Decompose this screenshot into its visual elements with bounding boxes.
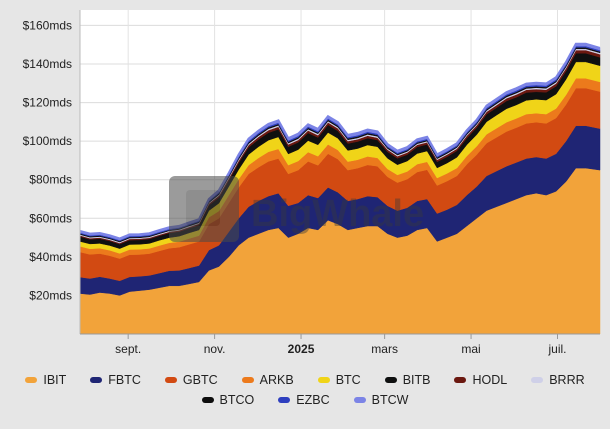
legend-item-btcw[interactable]: BTCW	[353, 392, 409, 408]
legend-label: BTCO	[219, 393, 255, 407]
legend-swatch	[164, 377, 177, 383]
legend-label: GBTC	[182, 373, 218, 387]
y-tick-label: $40mds	[29, 250, 72, 264]
legend-swatch	[278, 397, 291, 403]
y-tick-label: $20mds	[29, 288, 72, 302]
watermark-text: BigWhale	[251, 193, 424, 235]
x-tick-label: sept.	[115, 342, 141, 356]
x-tick-label: mars	[371, 342, 398, 356]
legend-label: EZBC	[296, 393, 330, 407]
legend-item-ibit[interactable]: IBIT	[25, 372, 66, 388]
x-axis: sept. nov. 2025 mars mai juil.	[80, 333, 600, 356]
legend-label: FBTC	[108, 373, 141, 387]
legend-item-ezbc[interactable]: EZBC	[278, 392, 330, 408]
legend-swatch	[201, 397, 214, 403]
legend-swatch	[384, 377, 397, 383]
total-outline	[79, 42, 601, 240]
legend-item-btc[interactable]: BTC	[317, 372, 361, 388]
legend-label: IBIT	[43, 373, 67, 387]
legend-swatch	[25, 377, 38, 383]
legend-label: ARKB	[259, 373, 294, 387]
legend-swatch	[241, 377, 254, 383]
y-tick-label: $80mds	[29, 173, 72, 187]
legend-swatch	[531, 377, 544, 383]
legend-label: HODL	[472, 373, 508, 387]
watermark-logo: BigWhale	[169, 176, 424, 242]
legend-swatch	[454, 377, 467, 383]
legend-item-hodl[interactable]: HODL	[454, 372, 507, 388]
legend-item-brrr[interactable]: BRRR	[531, 372, 585, 388]
legend-label: BTCW	[371, 393, 409, 407]
legend-item-gbtc[interactable]: GBTC	[164, 372, 218, 388]
total-line	[79, 42, 601, 240]
legend-label: BTC	[335, 373, 361, 387]
y-tick-label: $140mds	[23, 57, 72, 71]
legend-label: BITB	[402, 373, 431, 387]
y-axis: $20mds $40mds $60mds $80mds $100mds $120mds $1…	[23, 10, 81, 334]
legend-label: BRRR	[549, 373, 585, 387]
legend-item-bitb[interactable]: BITB	[384, 372, 431, 388]
x-tick-label: nov.	[204, 342, 226, 356]
x-tick-label: 2025	[288, 342, 315, 356]
x-tick-label: mai	[461, 342, 480, 356]
y-tick-label: $160mds	[23, 18, 72, 32]
legend-item-arkb[interactable]: ARKB	[241, 372, 294, 388]
legend-swatch	[353, 397, 366, 403]
legend-item-btco[interactable]: BTCO	[201, 392, 255, 408]
legend-swatch	[317, 377, 330, 383]
legend: IBIT FBTC GBTC ARKB BTC BITB HODL BRRR BTCO EZBC B…	[0, 372, 610, 420]
y-tick-label: $60mds	[29, 211, 72, 225]
y-tick-label: $100mds	[23, 134, 72, 148]
legend-item-fbtc[interactable]: FBTC	[90, 372, 141, 388]
legend-swatch	[90, 377, 103, 383]
y-tick-label: $120mds	[23, 96, 72, 110]
x-tick-label: juil.	[547, 342, 566, 356]
